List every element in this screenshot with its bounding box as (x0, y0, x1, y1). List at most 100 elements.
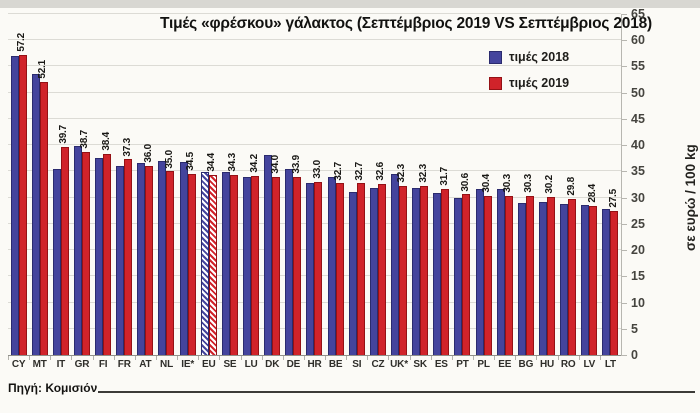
value-label-HR: 33.0 (311, 160, 323, 179)
y-tick-label-15: 15 (631, 269, 645, 284)
x-tick-5 (113, 356, 115, 360)
y-tick-65 (621, 14, 627, 15)
y-tick-label-45: 45 (631, 111, 645, 126)
bar-group-NL: 35.0 (156, 14, 177, 355)
value-label-CY: 57.2 (16, 33, 27, 52)
value-label-ES: 31.7 (438, 167, 450, 186)
gridline-35 (8, 170, 621, 172)
value-label-NL: 35.0 (163, 149, 175, 169)
gridline-50 (8, 91, 621, 93)
x-tick-14 (303, 356, 305, 360)
bar-2019-EU (208, 174, 217, 355)
y-tick-label-35: 35 (631, 164, 645, 179)
y-tick-label-30: 30 (631, 190, 645, 205)
legend-swatch-2019-icon (489, 76, 502, 90)
x-label-EE: EE (498, 359, 512, 370)
bar-2018-IT (52, 169, 61, 355)
y-tick-15 (621, 276, 627, 278)
bar-group-LU: 34.2 (241, 14, 262, 355)
x-label-AT: AT (139, 359, 152, 370)
bar-2019-RO (568, 198, 577, 355)
value-label-FI: 38.4 (100, 131, 112, 151)
y-tick-30 (621, 197, 627, 199)
bar-group-FR: 37.3 (114, 14, 135, 355)
source-note: Πηγή: Κομισιόν (8, 381, 98, 395)
x-tick-26 (557, 356, 559, 360)
x-label-UK*: UK* (390, 359, 408, 370)
bar-2018-GR (73, 146, 82, 355)
bar-group-FI: 38.4 (93, 14, 114, 355)
x-tick-20 (430, 356, 432, 360)
bar-2018-LU (243, 176, 252, 355)
y-tick-label-60: 60 (631, 33, 645, 48)
bar-2018-RO (560, 203, 569, 355)
x-label-SI: SI (352, 359, 362, 370)
bar-2019-MT (39, 81, 48, 355)
x-tick-25 (536, 356, 538, 360)
bar-2018-AT (137, 163, 146, 355)
x-tick-10 (219, 356, 221, 360)
bar-2018-BG (517, 202, 526, 355)
x-label-FR: FR (117, 359, 131, 370)
y-tick-label-10: 10 (631, 295, 645, 310)
x-tick-22 (473, 356, 475, 360)
x-tick-15 (325, 356, 327, 360)
value-label-IT: 39.7 (58, 125, 70, 144)
bar-group-BE: 32.7 (325, 14, 346, 355)
bar-group-RO: 29.8 (558, 14, 579, 355)
bar-2018-FI (95, 158, 104, 355)
value-label-IE*: 34.5 (185, 152, 197, 172)
bar-group-BG: 30.3 (515, 14, 536, 355)
gridline-45 (8, 117, 621, 119)
x-tick-0 (8, 356, 9, 360)
bar-2018-PT (454, 197, 463, 355)
bar-group-IT: 39.7 (50, 14, 71, 355)
y-tick-60 (621, 40, 627, 42)
x-tick-3 (71, 356, 73, 360)
value-label-BE: 32.7 (333, 161, 345, 181)
value-label-GR: 38.7 (79, 130, 91, 149)
x-label-NL: NL (160, 359, 173, 370)
x-tick-2 (50, 356, 52, 360)
value-label-EU: 34.4 (206, 152, 218, 172)
bar-2019-FR (124, 159, 133, 355)
bar-group-EU: 34.4 (198, 14, 219, 355)
bar-2018-HR (306, 182, 315, 355)
x-label-CY: CY (11, 359, 26, 370)
legend-item-2018: τιμές 2018 (489, 49, 569, 65)
legend-swatch-2018-icon (489, 50, 502, 64)
bar-2019-HR (314, 181, 323, 355)
bar-2018-CY (10, 55, 19, 355)
y-tick-label-5: 5 (631, 321, 638, 336)
bar-2019-LV (589, 206, 598, 355)
value-label-UK*: 32.3 (396, 163, 408, 183)
plot-area: 57.2 52.1 39.7 38.7 38.4 37.3 36.0 35.0 34.5 34.4… (8, 13, 622, 356)
legend-label-2019: τιμές 2019 (509, 76, 570, 90)
value-label-LT: 27.5 (607, 189, 619, 208)
x-tick-24 (515, 356, 517, 360)
x-tick-21 (451, 356, 453, 360)
x-label-DE: DE (286, 359, 301, 370)
bar-group-SE: 34.3 (219, 14, 240, 355)
value-label-MT: 52.1 (37, 60, 49, 79)
x-label-GR: GR (74, 359, 90, 370)
y-tick-55 (621, 66, 627, 68)
y-tick-50 (621, 92, 627, 94)
value-label-AT: 36.0 (142, 144, 154, 164)
x-label-HU: HU (539, 359, 555, 370)
x-label-DK: DK (265, 359, 280, 370)
x-label-SK: SK (413, 359, 427, 370)
bar-group-UK*: 32.3 (388, 14, 409, 355)
x-tick-6 (134, 356, 136, 360)
y-tick-label-25: 25 (631, 216, 645, 231)
bar-group-AT: 36.0 (135, 14, 156, 355)
bar-2019-GR (81, 151, 90, 355)
bar-2019-UK* (398, 185, 407, 355)
x-tick-7 (155, 356, 157, 360)
x-label-PL: PL (477, 359, 490, 370)
x-label-EU: EU (202, 359, 216, 370)
bar-2018-SI (348, 191, 357, 355)
value-label-SE: 34.3 (227, 153, 239, 173)
x-tick-28 (599, 356, 601, 360)
